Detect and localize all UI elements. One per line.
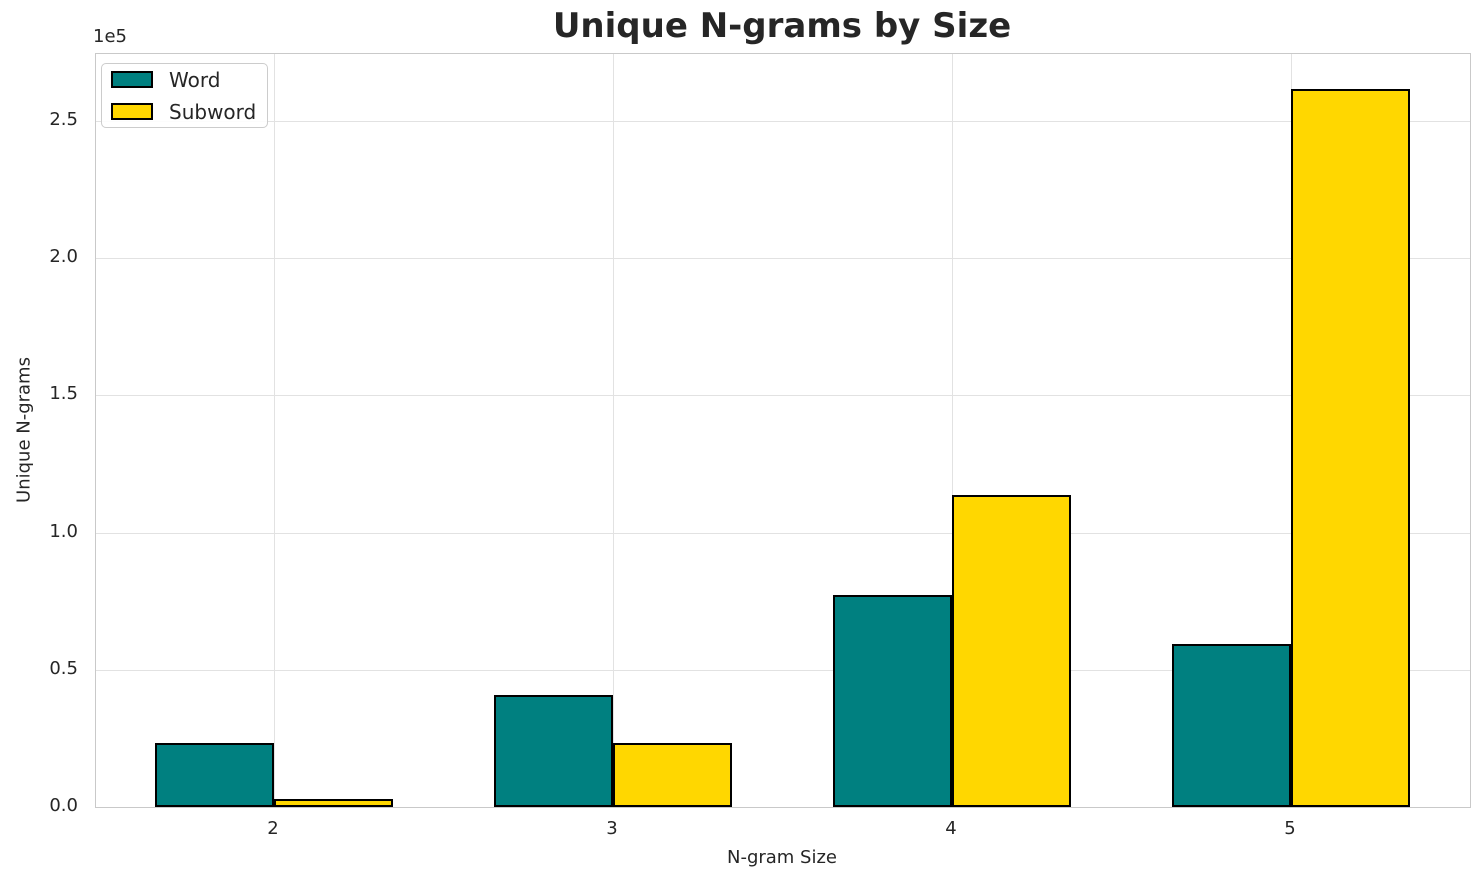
- x-axis-label: N-gram Size: [726, 847, 838, 868]
- word-color-swatch-icon: [111, 71, 153, 88]
- y-tick-label: 1.5: [49, 383, 78, 405]
- y-tick-label: 0.5: [49, 657, 78, 679]
- bar-word-4: [833, 595, 952, 807]
- y-axis-label: Unique N-grams: [13, 357, 35, 503]
- h-gridline: [96, 395, 1470, 397]
- h-gridline: [96, 669, 1470, 671]
- y-axis-offset-label: 1e5: [93, 26, 127, 47]
- h-gridline: [96, 532, 1470, 534]
- bar-word-2: [155, 743, 274, 807]
- legend-item-word: Word: [102, 68, 267, 92]
- h-gridline: [96, 258, 1470, 260]
- chart-title: Unique N-grams by Size: [552, 6, 1012, 46]
- bar-word-3: [494, 695, 613, 807]
- bar-word-5: [1172, 644, 1291, 807]
- x-tick-label: 4: [945, 818, 957, 839]
- legend-label-subword: Subword: [169, 99, 257, 124]
- v-gridline: [274, 54, 275, 807]
- y-tick-label: 1.0: [49, 520, 78, 542]
- plot-area: [95, 53, 1471, 808]
- legend: Word Subword: [101, 63, 268, 128]
- legend-label-word: Word: [169, 67, 221, 92]
- x-tick-label: 3: [606, 818, 618, 839]
- x-tick-label: 5: [1284, 818, 1296, 839]
- x-tick-label: 2: [267, 818, 279, 839]
- legend-item-subword: Subword: [102, 100, 267, 124]
- y-tick-label: 2.0: [49, 246, 78, 268]
- bar-subword-3: [613, 743, 732, 807]
- bar-subword-2: [274, 799, 393, 807]
- y-tick-label: 2.5: [49, 108, 78, 130]
- y-tick-label: 0.0: [49, 795, 78, 816]
- bar-subword-5: [1291, 89, 1410, 807]
- v-gridline: [952, 54, 953, 807]
- v-gridline: [613, 54, 614, 807]
- bar-subword-4: [952, 495, 1071, 807]
- subword-color-swatch-icon: [111, 103, 153, 120]
- h-gridline: [96, 120, 1470, 122]
